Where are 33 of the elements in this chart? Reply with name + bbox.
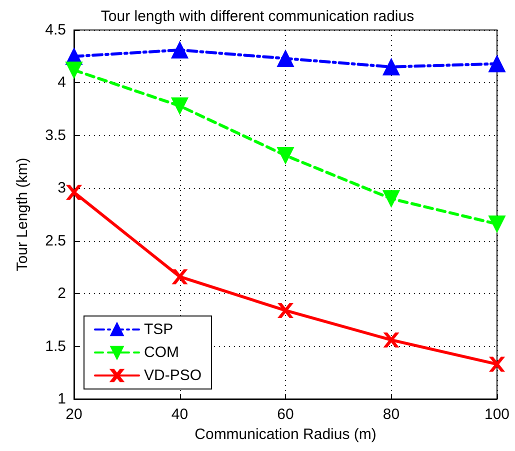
legend-label: TSP [144, 321, 174, 338]
point [171, 42, 188, 59]
point [277, 146, 294, 164]
point [488, 55, 506, 72]
point [277, 50, 294, 67]
point [172, 269, 188, 284]
point [171, 97, 188, 114]
point [490, 356, 504, 372]
point [384, 332, 399, 348]
y-tick-label: 4 [58, 74, 66, 92]
x-tick-label: 100 [484, 406, 510, 423]
point [382, 58, 400, 76]
x-tick-label: 40 [171, 406, 188, 423]
x-tick-label: 80 [382, 406, 400, 423]
y-tick-label: 2 [58, 285, 66, 302]
point [66, 184, 82, 200]
point [382, 190, 400, 208]
chart-title: Tour length with different communication radius [100, 8, 414, 25]
point [278, 302, 293, 318]
y-tick-label: 4.5 [45, 22, 66, 38]
y-tick-label: 1.5 [45, 338, 66, 355]
legend-label: COM [144, 344, 179, 361]
y-tick-label: 3 [58, 180, 66, 197]
y-tick-label: 3.5 [45, 126, 66, 144]
y-tick-label: 2.5 [45, 232, 66, 250]
x-tick-label: 60 [277, 406, 294, 423]
y-axis-title: Tour Length (km) [14, 158, 31, 272]
x-axis-title: Communication Radius (m) [194, 426, 376, 443]
y-tick-label: 1 [58, 390, 66, 408]
point [488, 215, 506, 232]
x-tick-label: 20 [66, 406, 82, 423]
legend-label: VD-PSO [144, 367, 202, 384]
point [66, 62, 82, 79]
